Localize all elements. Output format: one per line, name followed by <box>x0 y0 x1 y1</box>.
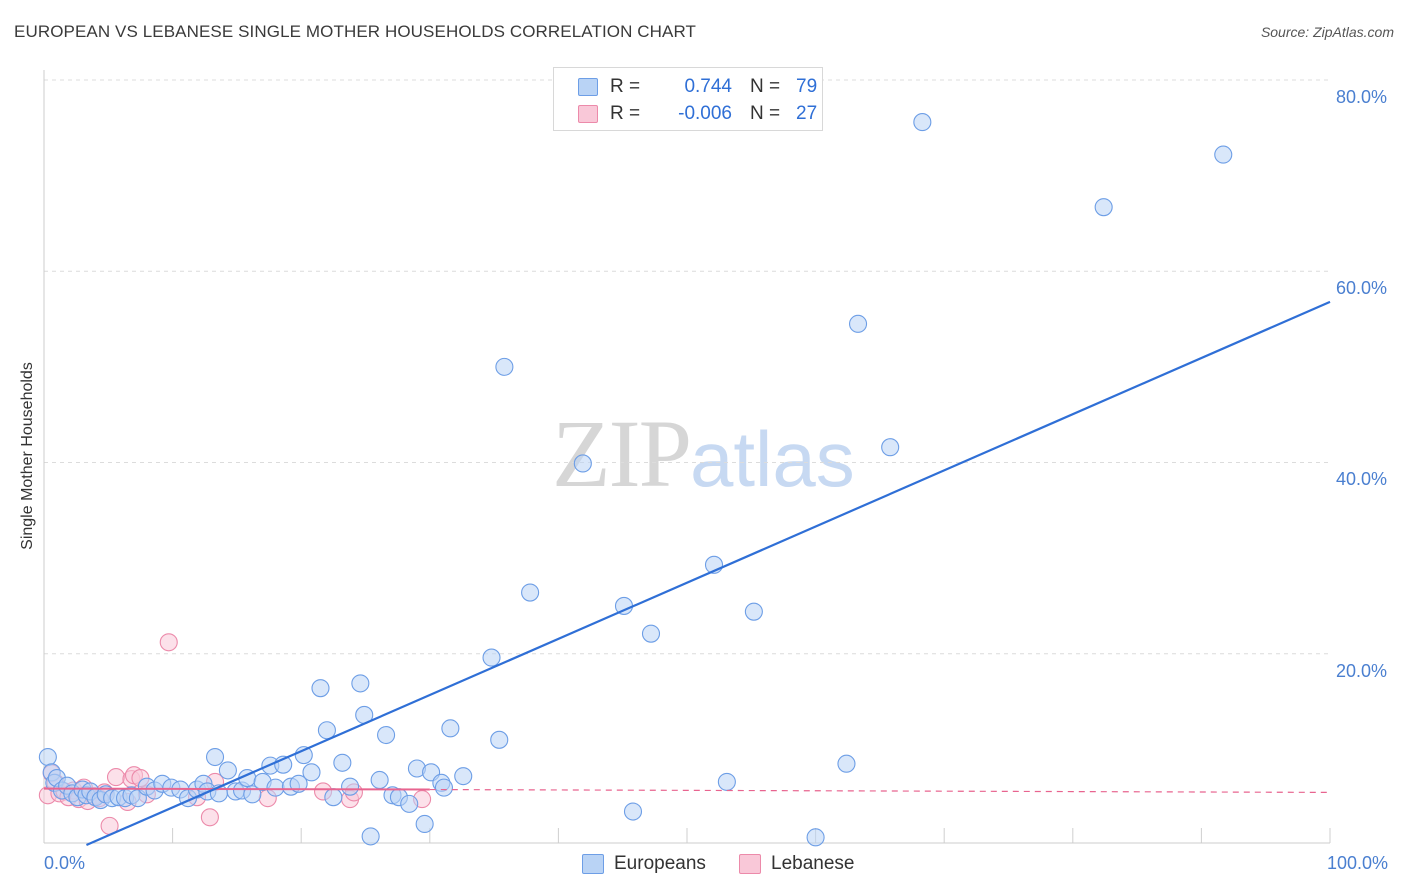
european-point <box>324 788 343 807</box>
lebanese-trend-line-dashed <box>429 788 1331 794</box>
legend-lebanese: Lebanese <box>739 852 854 876</box>
european-point <box>623 802 643 821</box>
lebanese-swatch <box>578 105 598 123</box>
european-point <box>744 602 763 621</box>
european-point <box>317 721 336 740</box>
european-point <box>377 725 396 745</box>
european-point <box>400 794 419 813</box>
european-point <box>218 761 237 780</box>
r-value: 0.744 <box>684 76 732 97</box>
y-axis-label: Single Mother Households <box>19 362 36 550</box>
european-point <box>302 763 321 782</box>
x-tick-label-min: 0.0% <box>44 853 86 873</box>
european-point <box>454 767 473 786</box>
legend-europeans-label: Europeans <box>614 853 706 874</box>
lebanese-point <box>159 633 178 652</box>
european-point <box>521 583 540 602</box>
european-point <box>717 772 736 791</box>
legend-lebanese-label: Lebanese <box>771 853 855 874</box>
european-point <box>573 454 592 473</box>
european-point <box>266 778 285 797</box>
european-point <box>361 827 380 846</box>
legend-lebanese-swatch <box>739 854 761 874</box>
legend-europeans-swatch <box>582 854 604 874</box>
watermark: ZIPatlas <box>552 398 855 509</box>
european-point <box>837 754 856 773</box>
european-point <box>434 778 453 797</box>
european-point <box>415 814 434 834</box>
n-value: 79 <box>796 76 818 97</box>
y-tick-label-80: 80.0% <box>1336 87 1388 107</box>
y-tick-label-40: 40.0% <box>1336 469 1388 489</box>
n-label: N = <box>750 103 781 124</box>
european-point <box>482 648 501 667</box>
european-point <box>38 747 57 767</box>
watermark-zip: ZIP <box>552 400 692 507</box>
lebanese-point <box>106 768 126 787</box>
n-value: 27 <box>796 103 818 124</box>
european-point <box>806 828 825 847</box>
european-point <box>490 730 509 749</box>
europeans-swatch <box>578 78 598 96</box>
r-value: -0.006 <box>678 103 732 124</box>
european-point <box>205 747 225 767</box>
stats-row-europeans: R = 0.744 N = 79 <box>578 76 817 98</box>
european-point <box>333 753 352 772</box>
european-point <box>1094 198 1113 217</box>
watermark-atlas: atlas <box>690 415 855 503</box>
y-tick-label-60: 60.0% <box>1336 278 1388 298</box>
european-point <box>1214 145 1233 164</box>
chart-source: Source: ZipAtlas.com <box>1260 24 1394 40</box>
stats-row-lebanese: R = -0.006 N = 27 <box>578 103 817 125</box>
european-point <box>913 113 932 132</box>
r-label: R = <box>610 103 641 124</box>
european-point <box>495 357 514 376</box>
chart-title: EUROPEAN VS LEBANESE SINGLE MOTHER HOUSE… <box>14 22 697 41</box>
lebanese-trend-line <box>43 787 430 791</box>
european-point <box>289 774 308 793</box>
european-point <box>848 314 868 333</box>
n-label: N = <box>750 76 781 97</box>
r-label: R = <box>610 76 641 97</box>
european-point <box>370 770 389 790</box>
x-tick-label-max: 100.0% <box>1327 853 1389 873</box>
lebanese-point <box>200 808 219 827</box>
european-trend-line <box>85 300 1331 847</box>
european-point <box>441 719 460 738</box>
stats-legend-box: R = 0.744 N = 79 R = -0.006 N = 27 <box>553 67 823 131</box>
y-tick-label-20: 20.0% <box>1336 661 1388 681</box>
european-point <box>641 624 661 643</box>
european-point <box>311 679 330 698</box>
european-point <box>341 777 360 796</box>
european-point <box>881 438 900 457</box>
european-point <box>351 674 370 693</box>
legend-europeans: Europeans <box>582 852 706 876</box>
